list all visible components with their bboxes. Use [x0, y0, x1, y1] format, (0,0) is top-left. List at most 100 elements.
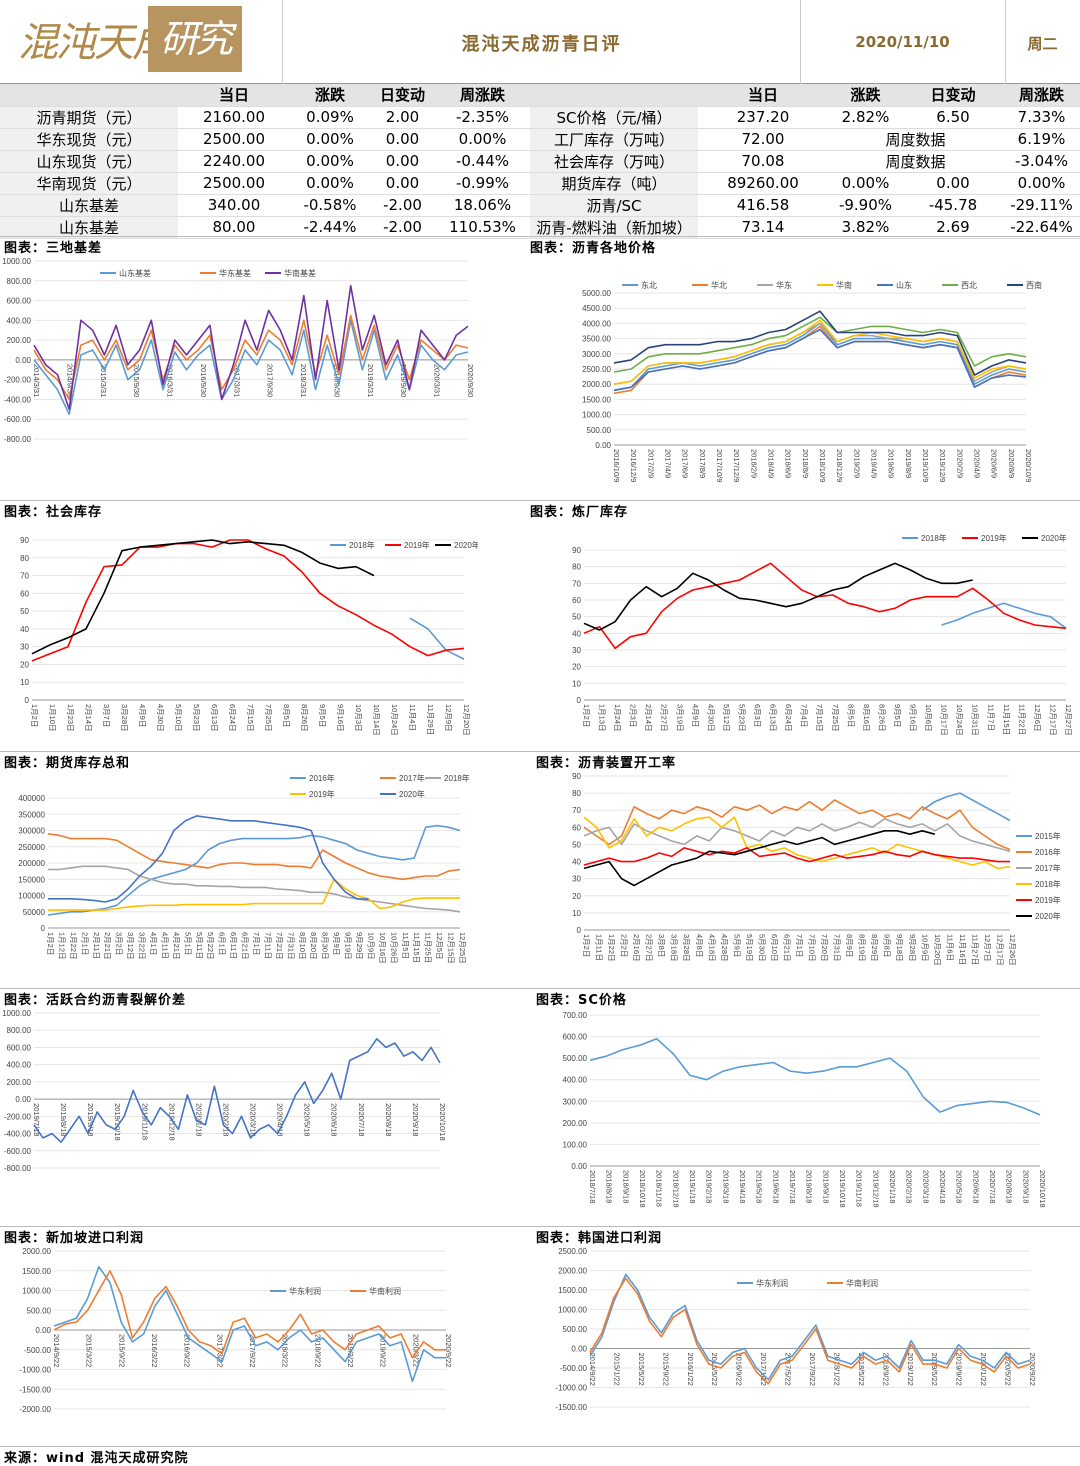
y-tick-label: 1000.00 — [2, 257, 31, 266]
x-tick-label: 8月5日 — [282, 704, 291, 727]
x-tick-label: 2017/6/9 — [681, 449, 690, 478]
table-cell: 周度数据 — [828, 150, 1003, 173]
y-tick-label: 90 — [572, 546, 581, 555]
legend-label: 2018年 — [444, 773, 470, 783]
x-tick-label: 7月15日 — [815, 704, 824, 732]
x-tick-label: 12月7日 — [983, 934, 992, 962]
x-tick-label: 2016/3/22 — [150, 1334, 159, 1367]
x-tick-label: 8月16日 — [862, 704, 871, 732]
report-date: 2020/11/10 — [855, 33, 950, 51]
x-tick-label: 11月15日 — [1002, 704, 1011, 735]
y-tick-label: 60 — [20, 589, 29, 598]
series-line — [613, 319, 1027, 385]
x-tick-label: 6月13日 — [769, 704, 778, 732]
legend-label: 2015年 — [1035, 831, 1061, 841]
table-cell: 0.00% — [435, 128, 530, 151]
x-tick-label: 8月30日 — [321, 932, 330, 960]
y-tick-label: 200.00 — [7, 1078, 32, 1087]
x-tick-label: 2017/2/9 — [646, 449, 655, 478]
table-cell: -0.99% — [435, 172, 530, 195]
table-cell: 2160.00 — [178, 106, 290, 129]
y-tick-label: 70 — [20, 572, 29, 581]
x-tick-label: 2020/2/18 — [221, 1103, 230, 1136]
x-tick-label: 2017/3/31 — [232, 364, 241, 397]
x-tick-label: 2020/2/9 — [955, 449, 964, 478]
y-tick-label: -200.00 — [4, 1112, 32, 1121]
legend-label: 2019年 — [309, 789, 335, 799]
x-tick-label: 11月27日 — [970, 934, 979, 965]
series-line — [48, 865, 461, 913]
y-tick-label: 1500.00 — [582, 395, 611, 404]
x-tick-label: 4月9日 — [691, 704, 700, 727]
x-tick-label: 2014/3/31 — [32, 364, 41, 397]
y-tick-label: 500.00 — [563, 1325, 588, 1334]
chart-refinery-stock: 90 80 70 60 50 40 30 20 10 0 1月2日 1月13日 1月24日 2月3日 2月1… — [552, 518, 1080, 746]
x-tick-label: 2020/9/22 — [1028, 1353, 1037, 1386]
x-tick-label: 2018/9/22 — [881, 1353, 890, 1386]
x-tick-label: 4月18日 — [707, 934, 716, 962]
chart-futures-stock: 400000 350000 300000 250000 200000 150000 1000… — [0, 768, 476, 982]
x-tick-label: 2020/7/18 — [988, 1170, 997, 1203]
table-cell: 110.53% — [435, 216, 530, 239]
x-tick-label: 12月27日 — [1064, 704, 1073, 736]
table-row: 华南现货（元） 2500.00 0.00% 0.00 -0.99% — [0, 172, 530, 195]
legend-label: 2020年 — [1035, 911, 1061, 921]
x-tick-label: 4月8日 — [695, 934, 704, 957]
y-tick-label: 400.00 — [7, 316, 32, 325]
legend-label: 西北 — [961, 281, 977, 290]
x-tick-label: 2017/9/22 — [248, 1334, 257, 1367]
series-line — [613, 310, 1027, 376]
report-header: 混沌天成 研究院 混沌天成沥青日评 2020/11/10 周二 — [0, 0, 1080, 127]
table-cell: 89260.00 — [698, 172, 828, 195]
x-tick-label: 3月19日 — [675, 704, 684, 732]
x-tick-label: 2月14日 — [84, 704, 93, 732]
x-tick-label: 2015/5/22 — [637, 1353, 646, 1386]
y-tick-label: 80 — [572, 789, 581, 798]
series-line — [33, 284, 469, 411]
x-tick-label: 7月11日 — [263, 932, 272, 959]
y-tick-label: 10 — [572, 679, 581, 688]
table-cell: 340.00 — [178, 194, 290, 217]
x-tick-label: 11月15日 — [412, 932, 421, 963]
y-tick-label: 2500.00 — [558, 1247, 587, 1256]
y-tick-label: -1000.00 — [555, 1384, 587, 1393]
x-tick-label: 2月2日 — [620, 934, 629, 957]
x-tick-label: 2月21日 — [103, 932, 112, 960]
table-cell: -3.04% — [1003, 150, 1080, 173]
table-cell: 0.00% — [290, 150, 370, 173]
y-tick-label: -600.00 — [4, 415, 32, 424]
x-tick-label: 7月25日 — [831, 704, 840, 732]
y-tick-label: 800.00 — [7, 1026, 32, 1035]
x-tick-label: 1月22日 — [607, 934, 616, 962]
x-tick-label: 10月17日 — [940, 704, 949, 736]
y-tick-label: 20 — [572, 663, 581, 672]
table-row-label: 工厂库存（万吨） — [530, 128, 698, 151]
x-tick-label: 2019/9/18 — [821, 1170, 830, 1203]
x-tick-label: 2019/11/18 — [855, 1170, 864, 1207]
y-tick-label: 20 — [20, 660, 29, 669]
table-cell: 73.14 — [698, 216, 828, 239]
x-tick-label: 2019/2/18 — [705, 1170, 714, 1203]
y-tick-label: 10 — [20, 678, 29, 687]
table-cell: 7.33% — [1003, 106, 1080, 129]
x-tick-label: 2020/1/18 — [888, 1170, 897, 1203]
x-tick-label: 2020/6/18 — [971, 1170, 980, 1203]
x-tick-label: 8月29日 — [870, 934, 879, 962]
x-tick-label: 4月1日 — [149, 932, 158, 955]
x-tick-label: 5月22日 — [206, 932, 215, 960]
x-tick-label: 2020/5/18 — [955, 1170, 964, 1203]
table-cell: 0.00 — [370, 172, 435, 195]
table-cell: -2.35% — [435, 106, 530, 129]
table-cell: -2.44% — [290, 216, 370, 239]
x-tick-label: 2016/5/22 — [710, 1353, 719, 1386]
x-tick-label: 5月12日 — [722, 704, 731, 732]
x-tick-label: 2018/8/18 — [605, 1170, 614, 1203]
x-tick-label: 2015/3/31 — [99, 364, 108, 397]
x-tick-label: 2018/9/22 — [313, 1334, 322, 1367]
x-tick-label: 2020/4/18 — [276, 1103, 285, 1136]
y-tick-label: -500.00 — [24, 1346, 52, 1355]
x-tick-label: 4月21日 — [172, 932, 181, 960]
x-tick-label: 6月24日 — [784, 704, 793, 732]
x-tick-label: 10月31日 — [971, 704, 980, 736]
table-cell: 70.08 — [698, 150, 828, 173]
